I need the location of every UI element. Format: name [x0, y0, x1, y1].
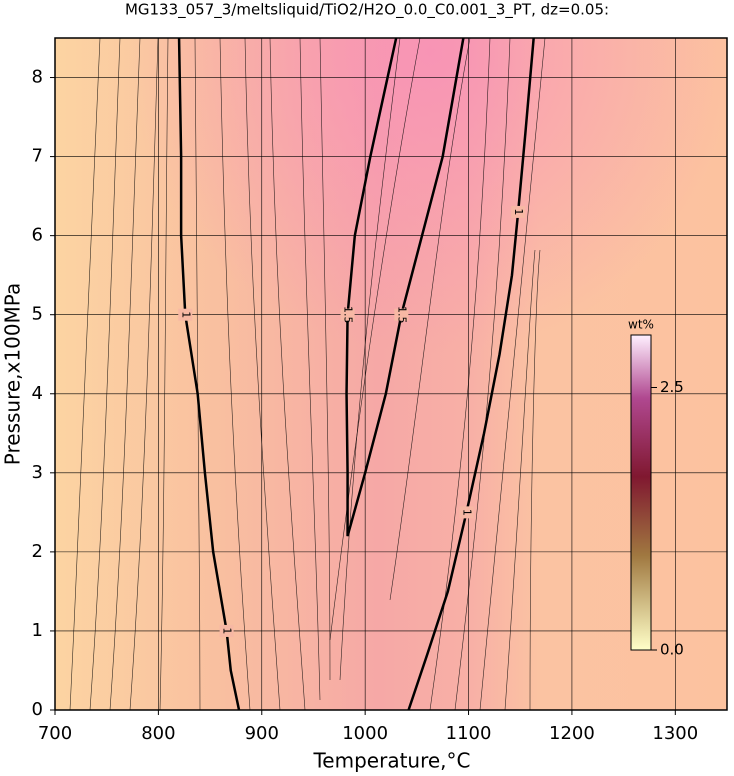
contour-label: 1 [221, 627, 234, 634]
contour-label: 1 [179, 311, 192, 318]
contour-label-bg [394, 308, 409, 321]
contour-label-bg [511, 205, 526, 218]
x-tick-label: 1300 [652, 723, 698, 744]
colorbar-label: wt% [628, 318, 654, 332]
contour-label-bg [219, 624, 234, 637]
colorbar-tick-label: 0.0 [660, 641, 684, 659]
contour-label-bg [178, 308, 193, 321]
y-axis-label: Pressure,x100MPa [1, 283, 25, 465]
plot-highlight [55, 38, 727, 710]
plot-frame [54, 37, 728, 711]
y-tick-label: 2 [32, 541, 43, 562]
y-tick-label: 1 [32, 620, 43, 641]
contour-label: 1.5 [395, 306, 408, 324]
y-tick-label: 5 [32, 304, 43, 325]
contour-label: 1 [512, 208, 525, 215]
y-tick-label: 4 [32, 383, 43, 404]
x-tick-label: 800 [141, 723, 175, 744]
x-tick-label: 900 [245, 723, 279, 744]
x-tick-label: 1000 [342, 723, 388, 744]
contour-line [407, 37, 535, 711]
y-tick-label: 6 [32, 225, 43, 246]
contours: 1 1 1 1 1.5 1.5 [177, 37, 535, 711]
contour-label: 1.5 [342, 306, 355, 324]
colorbar [630, 334, 652, 651]
colorbar-tick-label: 2.5 [660, 378, 684, 396]
contour-label-bg [459, 506, 474, 519]
contour-label-bg [340, 308, 355, 321]
x-tick-label: 1100 [446, 723, 492, 744]
x-tick-label: 1200 [549, 723, 595, 744]
y-tick-label: 8 [32, 67, 43, 88]
contour-line [177, 37, 241, 711]
y-tick-label: 0 [32, 699, 43, 720]
x-axis-label: Temperature,°C [312, 749, 470, 773]
y-tick-label: 3 [32, 462, 43, 483]
x-tick-label: 700 [38, 723, 72, 744]
contour-line [345, 37, 465, 537]
y-tick-label: 7 [32, 146, 43, 167]
contour-label: 1 [460, 509, 473, 516]
chart-title: MG133_057_3/meltsliquid/TiO2/H2O_0.0_C0.… [125, 1, 609, 20]
